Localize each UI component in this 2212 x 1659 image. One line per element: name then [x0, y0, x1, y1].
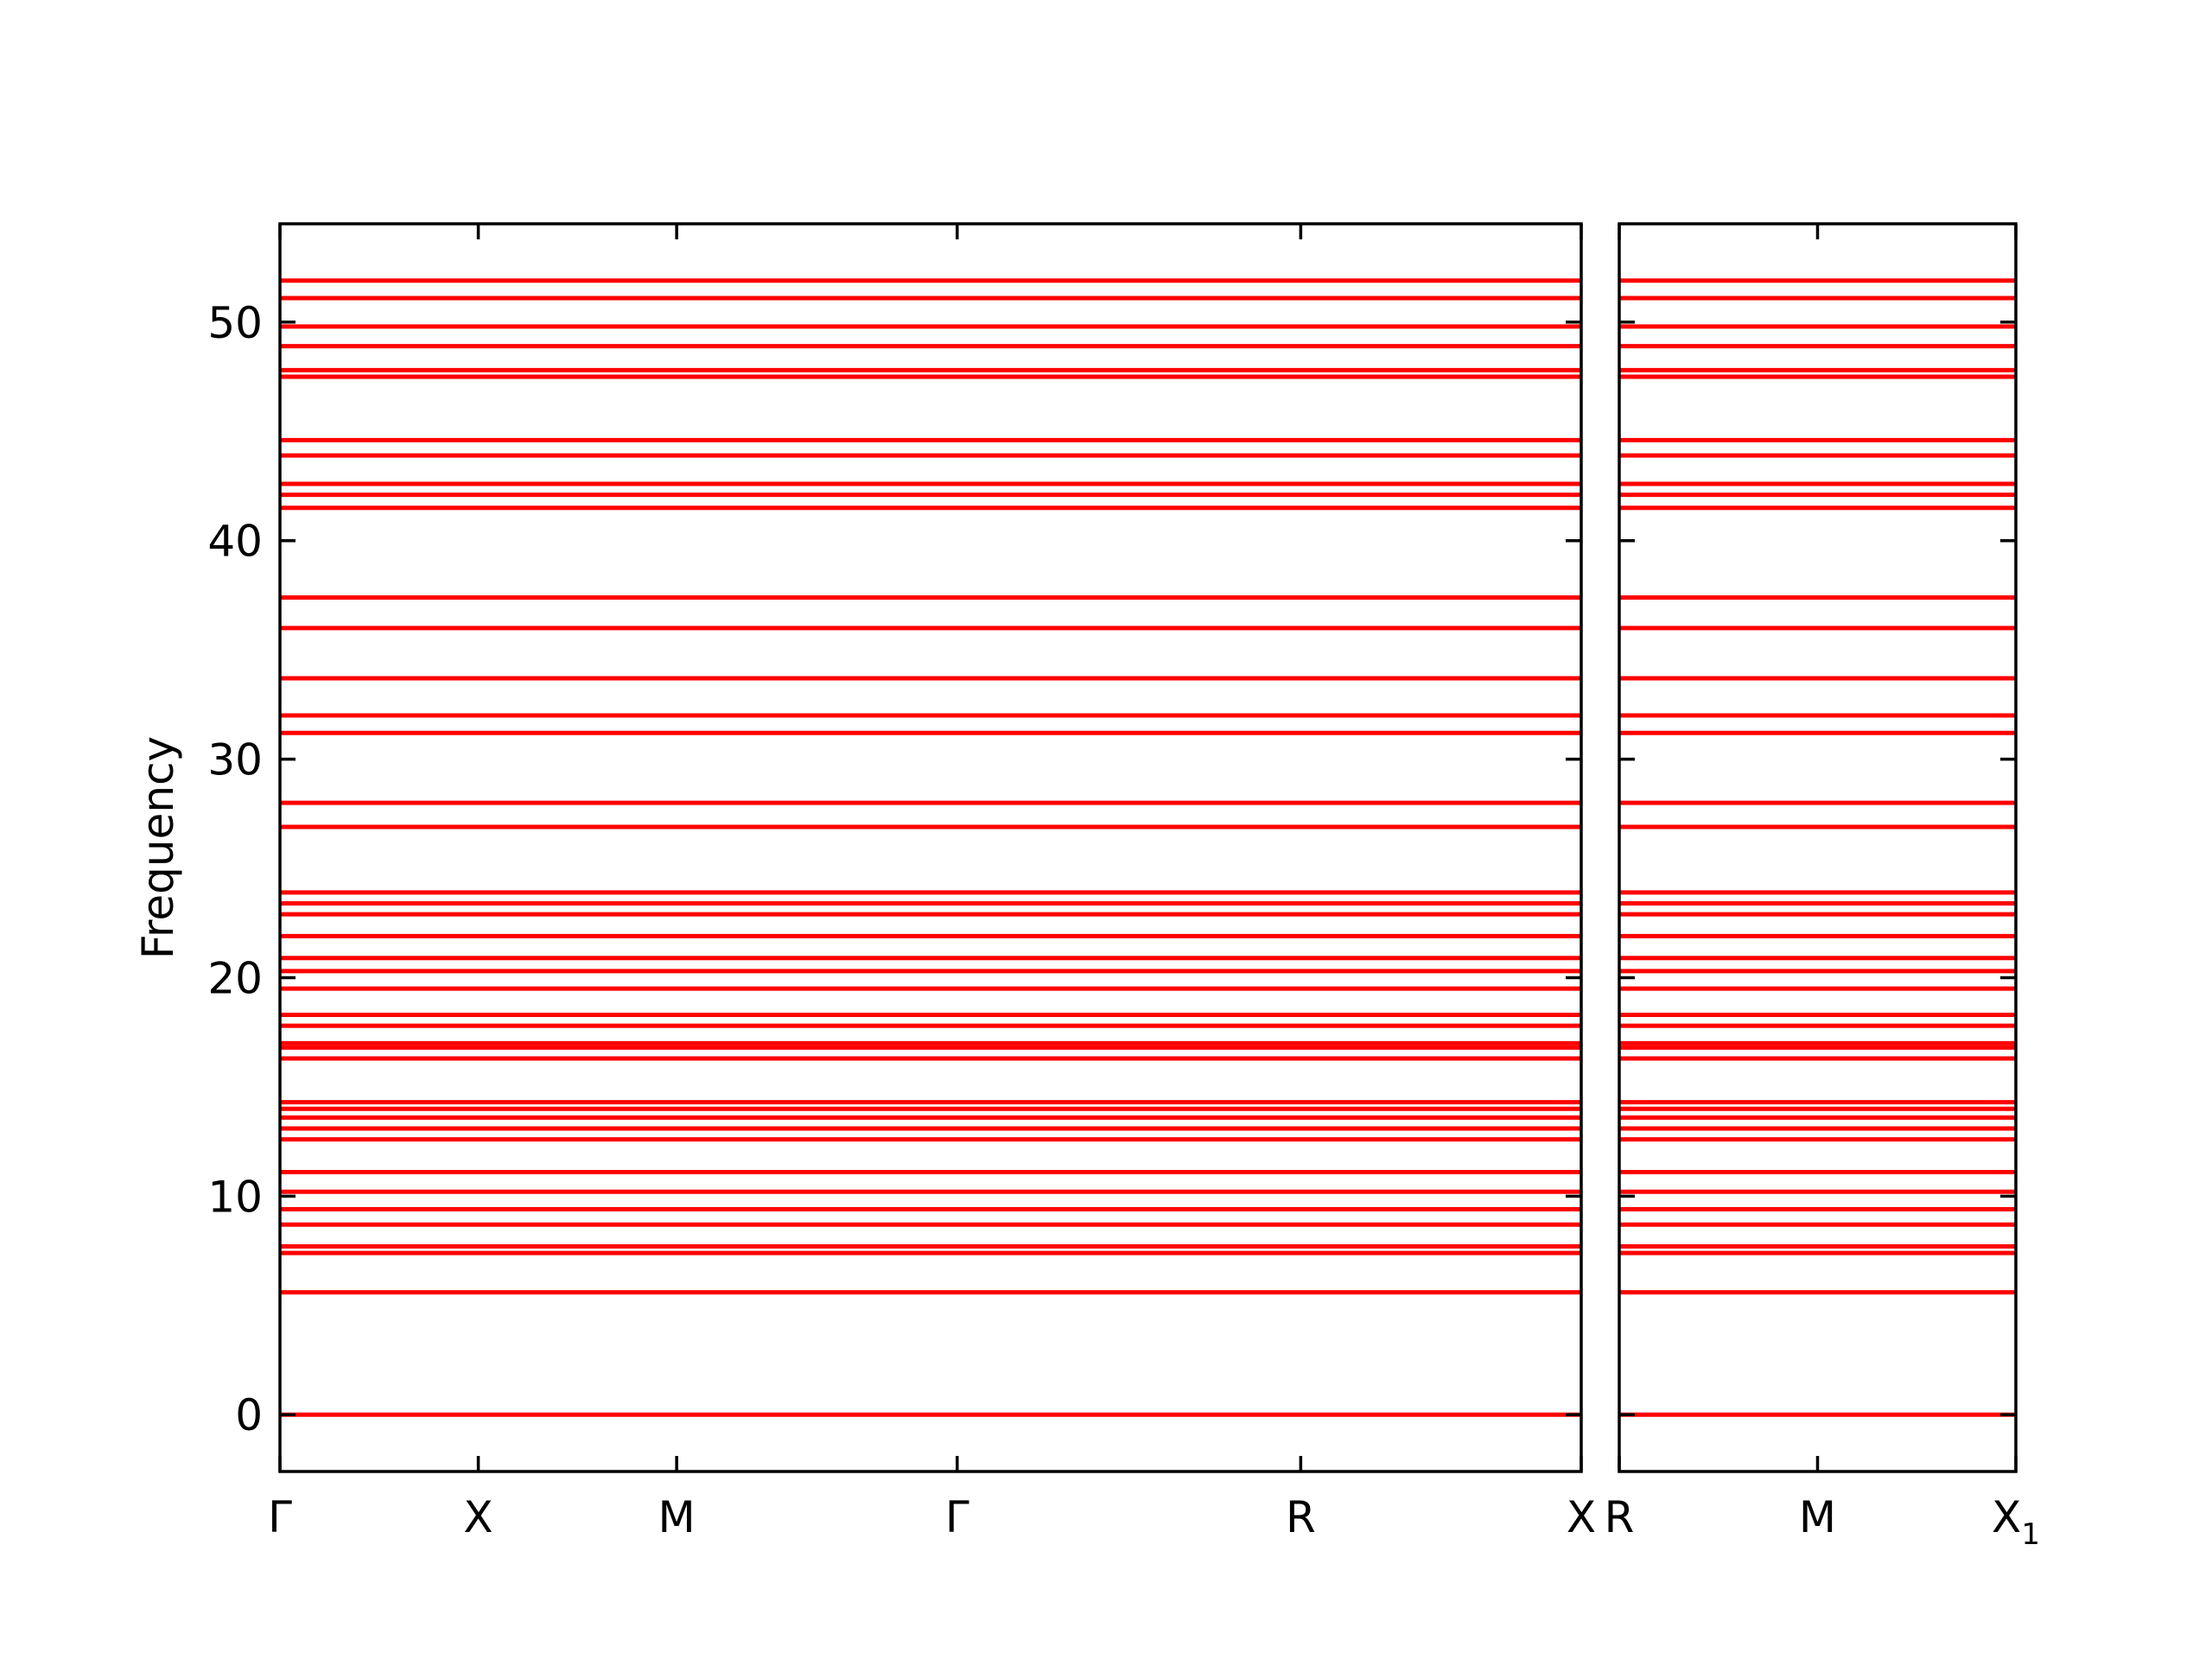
- x-tick-label-0-4: R: [1286, 1492, 1316, 1542]
- x-tick-label-1-1: M: [1799, 1492, 1836, 1542]
- x-tick-label-1-2: X1: [1992, 1492, 2040, 1552]
- y-axis-label: Frequency: [133, 736, 183, 959]
- bands-right-panel: [1619, 278, 2016, 1417]
- y-tick-label-0: 0: [235, 1390, 263, 1440]
- y-tick-label-4: 40: [207, 517, 263, 567]
- x-tick-label-0-2: M: [658, 1492, 696, 1542]
- y-tick-label-1: 10: [207, 1172, 263, 1222]
- y-tick-label-5: 50: [207, 298, 263, 348]
- x-tick-label-0-5: X: [1567, 1492, 1596, 1542]
- x-tick-label-0-0: Γ: [268, 1492, 292, 1542]
- y-tick-label-3: 30: [207, 735, 263, 785]
- y-tick-label-2: 20: [207, 953, 263, 1003]
- x-tick-label-1-0: R: [1605, 1492, 1635, 1542]
- bands-left-panel: [280, 278, 1581, 1417]
- panel-left-frame: [278, 222, 1583, 1473]
- panel-right-frame: [1618, 222, 2018, 1473]
- axis-ticks: [278, 224, 2018, 1471]
- x-tick-label-0-1: X: [463, 1492, 493, 1542]
- x-tick-label-0-3: Γ: [945, 1492, 969, 1542]
